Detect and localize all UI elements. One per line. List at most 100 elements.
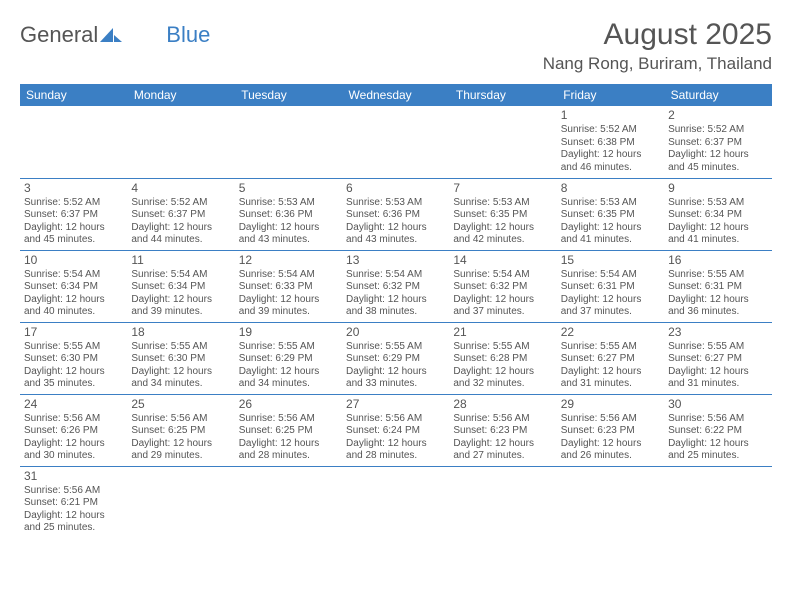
daylight-line: Daylight: 12 hours and 43 minutes. <box>239 222 338 247</box>
daylight-line: Daylight: 12 hours and 32 minutes. <box>453 366 552 391</box>
calendar-cell: 25Sunrise: 5:56 AMSunset: 6:25 PMDayligh… <box>127 394 234 466</box>
daylight-line: Daylight: 12 hours and 39 minutes. <box>239 294 338 319</box>
calendar-cell: 18Sunrise: 5:55 AMSunset: 6:30 PMDayligh… <box>127 322 234 394</box>
day-number: 18 <box>131 325 230 340</box>
logo-word2: Blue <box>166 22 210 48</box>
calendar-cell: 15Sunrise: 5:54 AMSunset: 6:31 PMDayligh… <box>557 250 664 322</box>
daylight-line: Daylight: 12 hours and 42 minutes. <box>453 222 552 247</box>
sunrise-line: Sunrise: 5:52 AM <box>668 124 767 137</box>
daylight-line: Daylight: 12 hours and 38 minutes. <box>346 294 445 319</box>
sail-icon <box>100 26 122 44</box>
day-number: 16 <box>668 253 767 268</box>
day-number: 5 <box>239 181 338 196</box>
calendar-cell: 11Sunrise: 5:54 AMSunset: 6:34 PMDayligh… <box>127 250 234 322</box>
day-number: 25 <box>131 397 230 412</box>
sunrise-line: Sunrise: 5:55 AM <box>453 341 552 354</box>
calendar-cell-empty <box>127 466 234 538</box>
sunset-line: Sunset: 6:35 PM <box>561 209 660 222</box>
calendar-cell: 2Sunrise: 5:52 AMSunset: 6:37 PMDaylight… <box>664 106 771 178</box>
sunset-line: Sunset: 6:34 PM <box>131 281 230 294</box>
calendar-cell-empty <box>342 106 449 178</box>
sunset-line: Sunset: 6:33 PM <box>239 281 338 294</box>
calendar-cell: 22Sunrise: 5:55 AMSunset: 6:27 PMDayligh… <box>557 322 664 394</box>
daylight-line: Daylight: 12 hours and 29 minutes. <box>131 438 230 463</box>
calendar-cell: 23Sunrise: 5:55 AMSunset: 6:27 PMDayligh… <box>664 322 771 394</box>
daylight-line: Daylight: 12 hours and 37 minutes. <box>453 294 552 319</box>
calendar-cell: 3Sunrise: 5:52 AMSunset: 6:37 PMDaylight… <box>20 178 127 250</box>
daylight-line: Daylight: 12 hours and 25 minutes. <box>668 438 767 463</box>
daylight-line: Daylight: 12 hours and 31 minutes. <box>561 366 660 391</box>
daylight-line: Daylight: 12 hours and 36 minutes. <box>668 294 767 319</box>
sunrise-line: Sunrise: 5:56 AM <box>24 413 123 426</box>
calendar-cell-empty <box>342 466 449 538</box>
day-header-row: SundayMondayTuesdayWednesdayThursdayFrid… <box>20 84 772 106</box>
calendar-row: 31Sunrise: 5:56 AMSunset: 6:21 PMDayligh… <box>20 466 772 538</box>
calendar-row: 3Sunrise: 5:52 AMSunset: 6:37 PMDaylight… <box>20 178 772 250</box>
sunset-line: Sunset: 6:25 PM <box>131 425 230 438</box>
day-number: 23 <box>668 325 767 340</box>
day-number: 31 <box>24 469 123 484</box>
calendar-cell: 24Sunrise: 5:56 AMSunset: 6:26 PMDayligh… <box>20 394 127 466</box>
sunset-line: Sunset: 6:24 PM <box>346 425 445 438</box>
day-number: 20 <box>346 325 445 340</box>
day-number: 15 <box>561 253 660 268</box>
calendar-cell: 10Sunrise: 5:54 AMSunset: 6:34 PMDayligh… <box>20 250 127 322</box>
calendar-cell: 26Sunrise: 5:56 AMSunset: 6:25 PMDayligh… <box>235 394 342 466</box>
calendar-cell-empty <box>127 106 234 178</box>
sunset-line: Sunset: 6:37 PM <box>131 209 230 222</box>
sunset-line: Sunset: 6:34 PM <box>668 209 767 222</box>
day-header: Wednesday <box>342 84 449 106</box>
day-number: 14 <box>453 253 552 268</box>
sunrise-line: Sunrise: 5:52 AM <box>131 197 230 210</box>
sunrise-line: Sunrise: 5:56 AM <box>239 413 338 426</box>
calendar-cell: 1Sunrise: 5:52 AMSunset: 6:38 PMDaylight… <box>557 106 664 178</box>
day-number: 19 <box>239 325 338 340</box>
day-number: 30 <box>668 397 767 412</box>
calendar-body: 1Sunrise: 5:52 AMSunset: 6:38 PMDaylight… <box>20 106 772 538</box>
calendar-cell-empty <box>449 466 556 538</box>
sunrise-line: Sunrise: 5:52 AM <box>24 197 123 210</box>
page-title: August 2025 <box>543 18 772 52</box>
sunset-line: Sunset: 6:32 PM <box>453 281 552 294</box>
calendar-row: 24Sunrise: 5:56 AMSunset: 6:26 PMDayligh… <box>20 394 772 466</box>
sunrise-line: Sunrise: 5:54 AM <box>561 269 660 282</box>
sunrise-line: Sunrise: 5:55 AM <box>668 341 767 354</box>
day-number: 1 <box>561 108 660 123</box>
sunset-line: Sunset: 6:27 PM <box>668 353 767 366</box>
day-number: 7 <box>453 181 552 196</box>
day-number: 22 <box>561 325 660 340</box>
calendar-cell: 14Sunrise: 5:54 AMSunset: 6:32 PMDayligh… <box>449 250 556 322</box>
daylight-line: Daylight: 12 hours and 34 minutes. <box>239 366 338 391</box>
sunrise-line: Sunrise: 5:56 AM <box>24 485 123 498</box>
sunset-line: Sunset: 6:32 PM <box>346 281 445 294</box>
day-number: 6 <box>346 181 445 196</box>
logo-word1: General <box>20 22 98 48</box>
day-header: Thursday <box>449 84 556 106</box>
sunset-line: Sunset: 6:36 PM <box>239 209 338 222</box>
calendar-cell: 21Sunrise: 5:55 AMSunset: 6:28 PMDayligh… <box>449 322 556 394</box>
calendar-row: 17Sunrise: 5:55 AMSunset: 6:30 PMDayligh… <box>20 322 772 394</box>
sunrise-line: Sunrise: 5:54 AM <box>346 269 445 282</box>
sunset-line: Sunset: 6:27 PM <box>561 353 660 366</box>
sunrise-line: Sunrise: 5:53 AM <box>453 197 552 210</box>
calendar-cell: 17Sunrise: 5:55 AMSunset: 6:30 PMDayligh… <box>20 322 127 394</box>
calendar-row: 1Sunrise: 5:52 AMSunset: 6:38 PMDaylight… <box>20 106 772 178</box>
calendar-cell: 9Sunrise: 5:53 AMSunset: 6:34 PMDaylight… <box>664 178 771 250</box>
daylight-line: Daylight: 12 hours and 34 minutes. <box>131 366 230 391</box>
day-number: 9 <box>668 181 767 196</box>
daylight-line: Daylight: 12 hours and 37 minutes. <box>561 294 660 319</box>
day-number: 4 <box>131 181 230 196</box>
calendar-cell: 13Sunrise: 5:54 AMSunset: 6:32 PMDayligh… <box>342 250 449 322</box>
daylight-line: Daylight: 12 hours and 28 minutes. <box>239 438 338 463</box>
sunset-line: Sunset: 6:30 PM <box>24 353 123 366</box>
title-block: August 2025 Nang Rong, Buriram, Thailand <box>543 18 772 74</box>
calendar-cell: 12Sunrise: 5:54 AMSunset: 6:33 PMDayligh… <box>235 250 342 322</box>
sunrise-line: Sunrise: 5:53 AM <box>346 197 445 210</box>
day-number: 17 <box>24 325 123 340</box>
day-header: Friday <box>557 84 664 106</box>
calendar-table: SundayMondayTuesdayWednesdayThursdayFrid… <box>20 84 772 538</box>
calendar-cell: 5Sunrise: 5:53 AMSunset: 6:36 PMDaylight… <box>235 178 342 250</box>
day-number: 8 <box>561 181 660 196</box>
daylight-line: Daylight: 12 hours and 35 minutes. <box>24 366 123 391</box>
sunset-line: Sunset: 6:34 PM <box>24 281 123 294</box>
